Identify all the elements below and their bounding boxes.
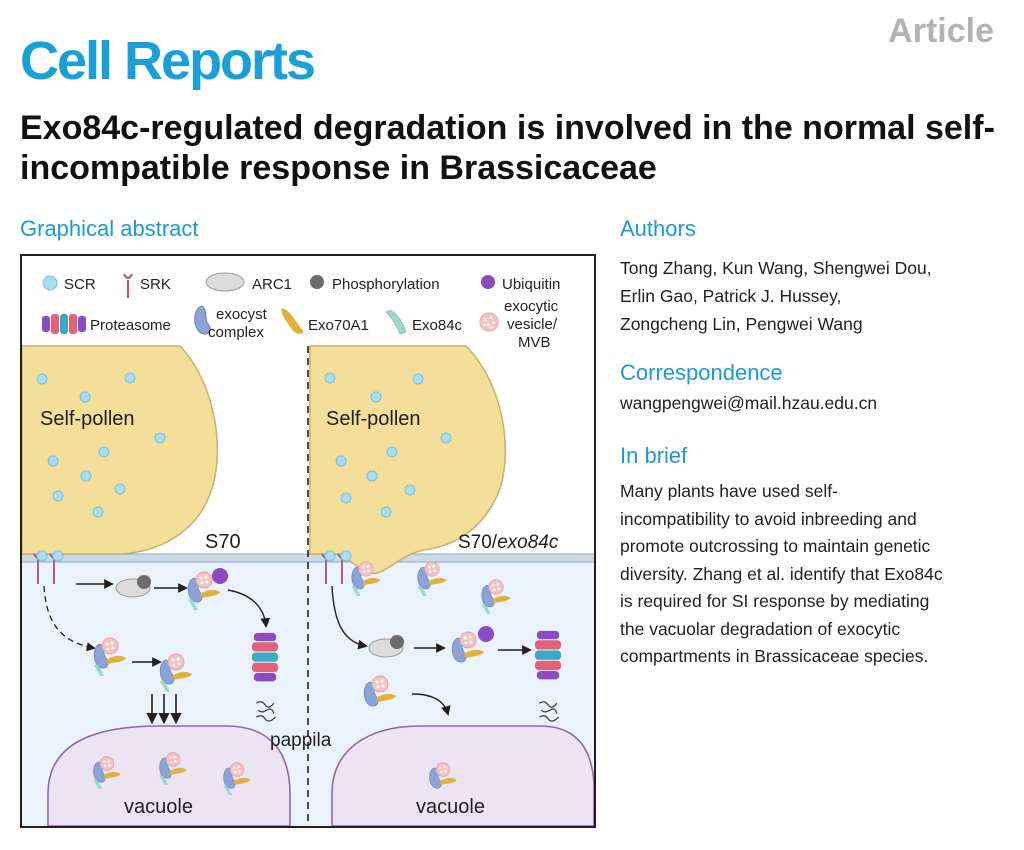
exo70a1-legend-icon xyxy=(281,308,304,334)
ubiquitin-legend-icon xyxy=(481,275,495,289)
legend: SCR SRK ARC1 Phosphorylation Ubiquitin P… xyxy=(42,272,560,351)
vesicle-legend-icon xyxy=(479,312,499,332)
in-brief-line: is required for SI response by mediating xyxy=(620,591,930,611)
in-brief-line: compartments in Brassicaceae species. xyxy=(620,646,929,666)
legend-scr: SCR xyxy=(64,276,96,293)
authors-line: Tong Zhang, Kun Wang, Shengwei Dou, xyxy=(620,258,932,278)
authors-line: Erlin Gao, Patrick J. Hussey, xyxy=(620,286,842,306)
in-brief-line: promote outcrossing to maintain genetic xyxy=(620,536,931,556)
legend-exo70a1: Exo70A1 xyxy=(308,317,369,334)
graphical-abstract-heading: Graphical abstract xyxy=(20,216,199,241)
legend-vesicle-2: vesicle/ xyxy=(507,316,558,333)
exo84c-legend-icon xyxy=(385,309,407,335)
graphical-abstract: SCR SRK ARC1 Phosphorylation Ubiquitin P… xyxy=(20,254,596,828)
left-pollen-label: Self-pollen xyxy=(40,408,135,430)
legend-vesicle-3: MVB xyxy=(518,334,551,351)
right-pollen-label: Self-pollen xyxy=(326,408,421,430)
article-type-label: Article xyxy=(888,12,994,50)
phosphorylation-legend-icon xyxy=(310,275,324,289)
authors-heading: Authors xyxy=(620,216,696,241)
in-brief-line: diversity. Zhang et al. identify that Ex… xyxy=(620,563,943,584)
legend-srk: SRK xyxy=(140,276,171,293)
right-genotype-label: S70/exo84c xyxy=(458,532,559,553)
legend-exo84c: Exo84c xyxy=(412,317,463,334)
in-brief-line: incompatibility to avoid inbreeding and xyxy=(620,508,917,529)
authors-line: Zongcheng Lin, Pengwei Wang xyxy=(620,314,863,334)
papilla-label: pappila xyxy=(270,730,332,751)
left-pollen-scr xyxy=(36,372,166,518)
correspondence-email[interactable]: wangpengwei@mail.hzau.edu.cn xyxy=(620,393,878,413)
exocyst-legend-icon xyxy=(194,305,211,335)
legend-arc1: ARC1 xyxy=(252,276,292,293)
right-proteasome xyxy=(534,630,562,680)
in-brief-line: Many plants have used self- xyxy=(620,481,838,501)
in-brief-heading: In brief xyxy=(620,443,688,468)
journal-logo: Cell Reports xyxy=(20,31,316,91)
left-genotype-label: S70 xyxy=(205,531,241,553)
legend-vesicle-1: exocytic xyxy=(504,298,559,315)
left-proteasome xyxy=(251,632,279,682)
right-vacuole xyxy=(331,725,594,826)
proteasome-legend-icon xyxy=(42,314,86,334)
in-brief-line: the vacuolar degradation of exocytic xyxy=(620,618,901,639)
legend-proteasome: Proteasome xyxy=(90,317,171,334)
left-vacuole-label: vacuole xyxy=(124,796,193,818)
correspondence-heading: Correspondence xyxy=(620,360,783,385)
plasma-membrane xyxy=(22,554,594,562)
authors-list: Tong Zhang, Kun Wang, Shengwei Dou, Erli… xyxy=(620,254,1000,338)
arc1-legend-icon xyxy=(205,272,245,292)
legend-exocyst-2: complex xyxy=(208,324,264,341)
srk-legend-icon xyxy=(123,273,133,298)
scr-legend-icon xyxy=(42,275,58,291)
legend-exocyst-1: exocyst xyxy=(216,306,268,323)
in-brief-text: Many plants have used self- incompatibil… xyxy=(620,478,995,671)
right-pollen-scr xyxy=(324,372,452,518)
legend-ubiquitin: Ubiquitin xyxy=(502,276,560,293)
left-self-pollen xyxy=(22,345,219,555)
right-vacuole-label: vacuole xyxy=(416,796,485,818)
article-title: Exo84c-regulated degradation is involved… xyxy=(20,109,995,187)
legend-phosphorylation: Phosphorylation xyxy=(332,276,440,293)
